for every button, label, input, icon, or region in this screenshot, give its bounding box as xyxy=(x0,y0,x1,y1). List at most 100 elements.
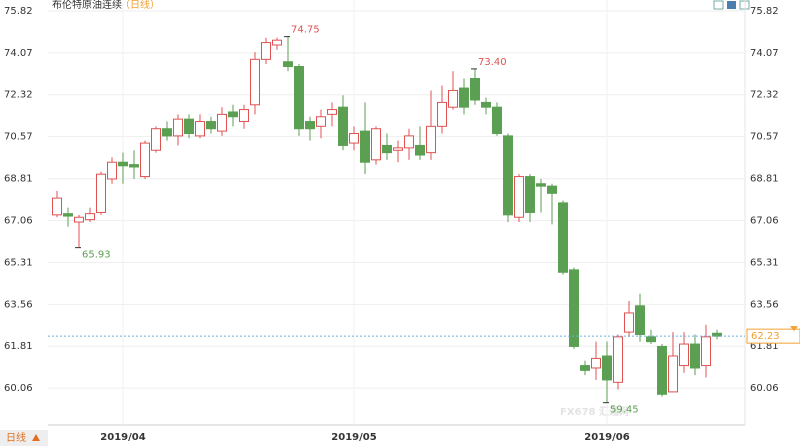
candle-body xyxy=(426,125,436,154)
candle-body xyxy=(371,128,381,161)
candle-body xyxy=(558,202,568,273)
y2-tick-label: 67.06 xyxy=(750,216,779,227)
y-tick-label: 60.06 xyxy=(4,383,33,394)
candle-body xyxy=(415,144,425,156)
candle-body xyxy=(294,66,304,130)
candle-body xyxy=(327,109,337,115)
candle-body xyxy=(151,128,161,151)
candle-body xyxy=(701,336,711,367)
x-tick-label: 2019/04 xyxy=(100,432,145,443)
candle-body xyxy=(184,118,194,135)
candle-body xyxy=(569,269,579,347)
candle-body xyxy=(624,312,634,333)
candle-body xyxy=(404,135,414,149)
candle-body xyxy=(338,106,348,146)
y-tick-label: 63.56 xyxy=(4,299,33,310)
candle-body xyxy=(437,101,447,127)
candle-body xyxy=(272,39,282,46)
annotation: 73.40 xyxy=(478,57,507,68)
candle-body xyxy=(305,121,315,130)
candle-body xyxy=(316,116,326,127)
candle-body xyxy=(459,87,469,108)
watermark: FX678 汇通网 xyxy=(560,405,629,418)
candle-body xyxy=(470,77,480,101)
candle-body xyxy=(85,213,95,221)
candle-body xyxy=(162,128,172,137)
candle-body xyxy=(448,89,458,108)
candle-body xyxy=(393,147,403,151)
chart-title: 布伦特原油连续 xyxy=(52,0,122,11)
candle-body xyxy=(140,142,150,178)
y-tick-label: 67.06 xyxy=(4,216,33,227)
candle-body xyxy=(657,345,667,395)
last-price-icon xyxy=(790,326,798,332)
candle-body xyxy=(547,185,557,194)
candle-body xyxy=(525,176,535,213)
candle-body xyxy=(228,111,238,118)
candle-body xyxy=(63,213,73,217)
candle-body xyxy=(239,109,249,123)
last-price-label: 62.23 xyxy=(751,331,780,342)
candle-body xyxy=(129,164,139,168)
candle-body xyxy=(492,106,502,135)
candle-body xyxy=(635,305,645,335)
candle-body xyxy=(52,197,62,216)
annotation: 59.45 xyxy=(610,405,639,416)
tool-icon[interactable] xyxy=(713,0,724,10)
candle-body xyxy=(96,173,106,213)
candle-body xyxy=(613,336,623,383)
x-tick-label: 2019/05 xyxy=(331,432,376,443)
y-tick-label: 75.82 xyxy=(4,6,33,17)
candle-body xyxy=(382,144,392,154)
candle-body xyxy=(206,121,216,130)
annotation: 65.93 xyxy=(82,250,111,261)
y2-tick-label: 61.81 xyxy=(750,341,779,352)
candle-body xyxy=(195,121,205,137)
y2-tick-label: 65.31 xyxy=(750,257,779,268)
period-label[interactable]: 日线 xyxy=(6,431,26,444)
chart-subtitle: （日线） xyxy=(120,0,160,11)
candle-body xyxy=(580,365,590,371)
last-price-box xyxy=(746,328,800,344)
candle-body xyxy=(668,355,678,393)
candle-body xyxy=(514,176,524,218)
candle-body xyxy=(261,42,271,60)
candle-body xyxy=(503,135,513,216)
y2-tick-label: 74.07 xyxy=(750,48,779,59)
tool-icon[interactable] xyxy=(727,1,736,9)
annotation: 74.75 xyxy=(291,25,320,36)
candle-body xyxy=(74,216,84,223)
dropdown-arrow[interactable] xyxy=(32,434,40,441)
candle-body xyxy=(349,133,359,144)
candle-body xyxy=(250,58,260,106)
y2-tick-label: 63.56 xyxy=(750,299,779,310)
y-tick-label: 74.07 xyxy=(4,48,33,59)
x-tick-label: 2019/06 xyxy=(584,432,629,443)
y-tick-label: 61.81 xyxy=(4,341,33,352)
y2-tick-label: 70.57 xyxy=(750,132,779,143)
y2-tick-label: 72.32 xyxy=(750,90,779,101)
candle-body xyxy=(107,161,117,180)
candle-body xyxy=(173,118,183,137)
candle-body xyxy=(118,161,128,167)
y-tick-label: 65.31 xyxy=(4,257,33,268)
y2-tick-label: 68.81 xyxy=(750,174,779,185)
candle-body xyxy=(217,113,227,132)
period-button[interactable]: 日线 xyxy=(0,430,48,446)
candle-body xyxy=(602,355,612,381)
candle-body xyxy=(536,183,546,187)
y-tick-label: 72.32 xyxy=(4,90,33,101)
candle-body xyxy=(679,343,689,367)
y-tick-label: 70.57 xyxy=(4,132,33,143)
candle-body xyxy=(690,343,700,369)
candle-body xyxy=(646,336,656,343)
y2-tick-label: 60.06 xyxy=(750,383,779,394)
candle-body xyxy=(360,130,370,163)
y-tick-label: 68.81 xyxy=(4,174,33,185)
candle-body xyxy=(283,61,293,68)
y2-tick-label: 75.82 xyxy=(750,6,779,17)
candle-body xyxy=(591,357,601,369)
candle-body xyxy=(481,101,491,108)
